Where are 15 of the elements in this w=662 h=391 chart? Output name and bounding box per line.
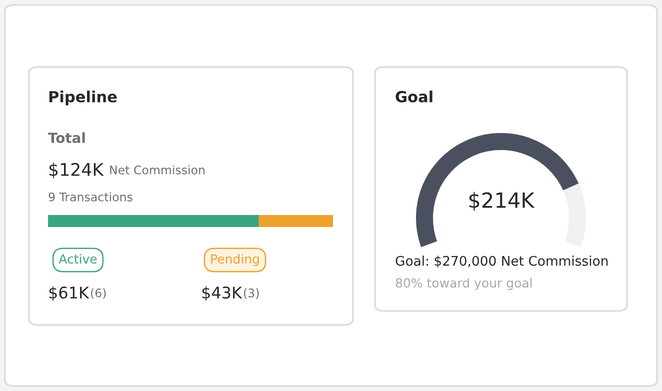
text: $43K — [202, 286, 242, 301]
chart-title: Goal — [396, 90, 432, 102]
text: 9 Transactions — [48, 192, 132, 202]
text: $214K — [469, 192, 535, 211]
text: Active — [58, 254, 97, 264]
text: Goal: $270,000 Net Commission — [396, 256, 608, 268]
text: 80% toward your goal — [396, 278, 532, 290]
text: Net Commission — [110, 165, 205, 174]
text: Total — [48, 132, 85, 144]
text: $124K — [49, 162, 104, 178]
text: (3) — [244, 288, 259, 299]
text: Pending — [211, 254, 259, 266]
text: $61K — [49, 286, 90, 301]
text: (6) — [91, 288, 106, 299]
chart-title: Pipeline — [49, 90, 117, 106]
